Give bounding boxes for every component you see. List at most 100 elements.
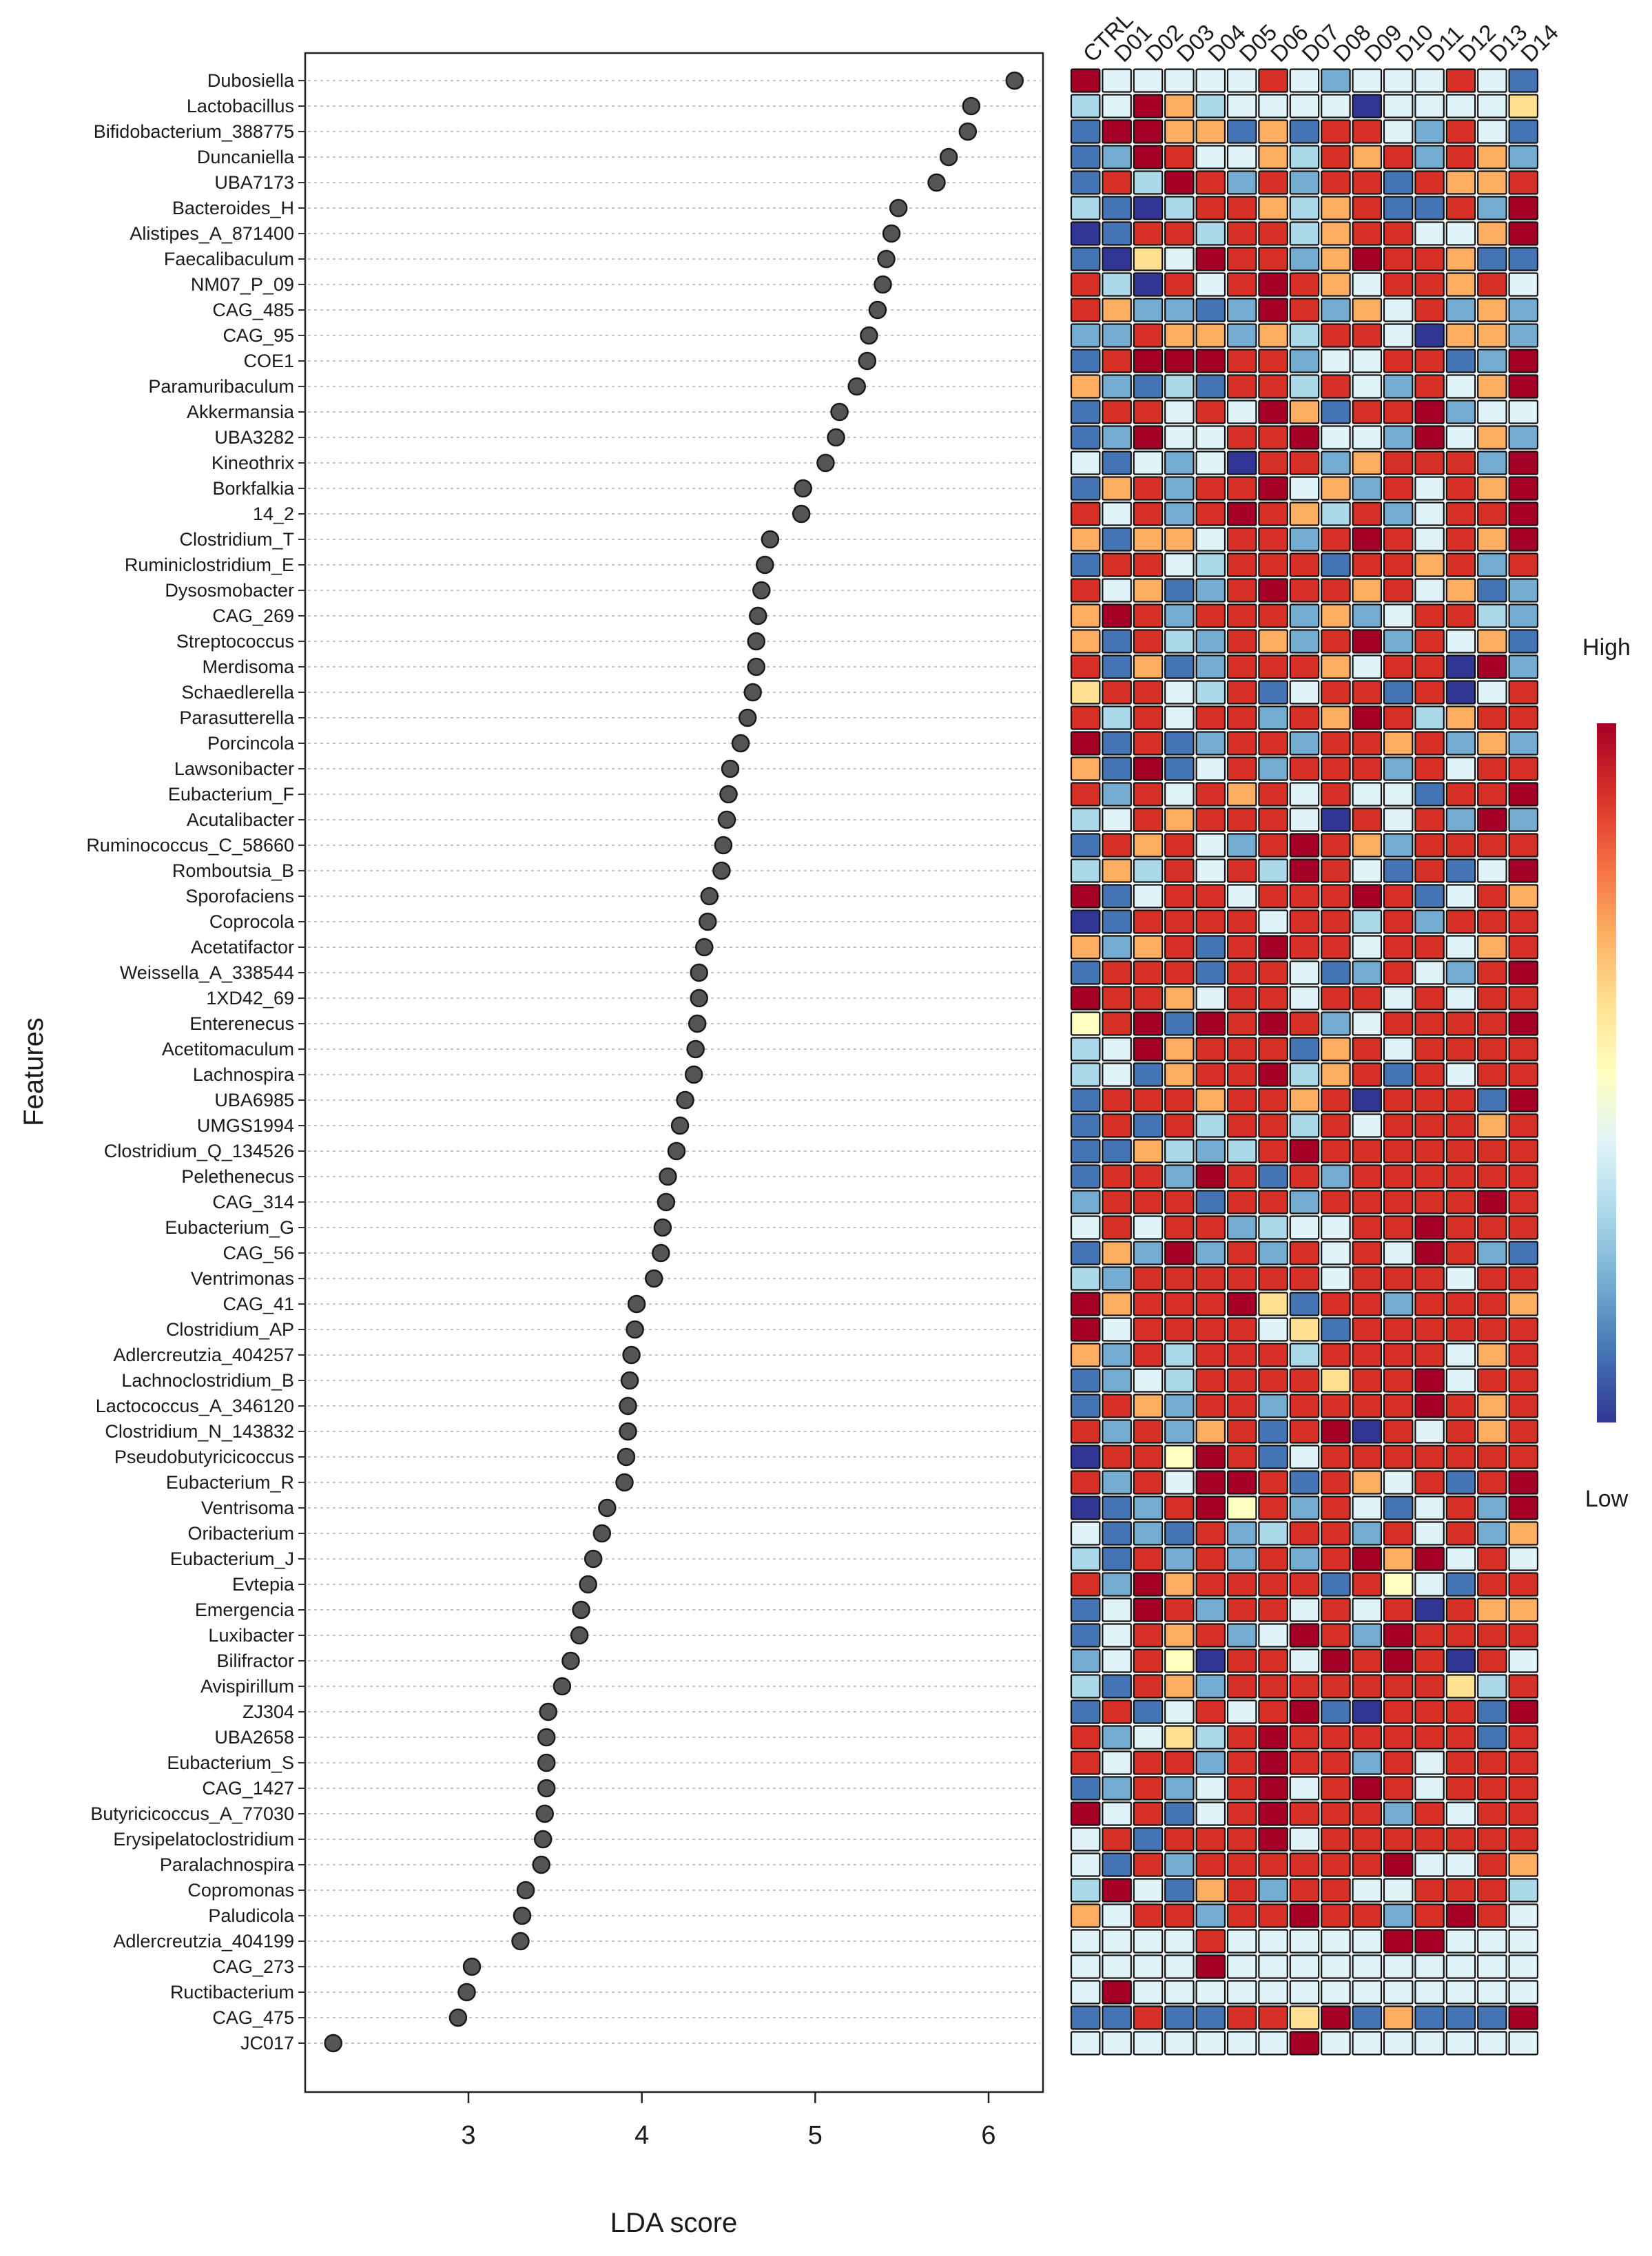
heatmap-cell xyxy=(1352,298,1383,322)
heatmap-cell xyxy=(1226,2031,1257,2056)
heatmap-cell xyxy=(1477,2005,1507,2030)
heatmap-cell xyxy=(1133,654,1164,679)
heatmap-cell xyxy=(1445,1419,1476,1444)
heatmap-cell xyxy=(1383,986,1414,1011)
heatmap-cell xyxy=(1352,272,1383,297)
heatmap-cell xyxy=(1164,1954,1195,1979)
heatmap-cell xyxy=(1258,680,1288,705)
feature-label: 1XD42_69 xyxy=(206,988,294,1008)
heatmap-cell xyxy=(1477,1572,1507,1597)
heatmap-cell xyxy=(1195,1113,1226,1138)
heatmap-cell xyxy=(1508,986,1539,1011)
heatmap-cell xyxy=(1226,1470,1257,1495)
heatmap-cell xyxy=(1321,1776,1351,1801)
heatmap-cell xyxy=(1414,705,1445,730)
heatmap-cell xyxy=(1258,1496,1288,1520)
heatmap-cell xyxy=(1352,1827,1383,1852)
heatmap-cell xyxy=(1133,1139,1164,1163)
feature-label: Faecalibaculum xyxy=(164,249,294,269)
heatmap-cell xyxy=(1070,1062,1101,1087)
heatmap-cell xyxy=(1445,1521,1476,1546)
heatmap-cell xyxy=(1508,1929,1539,1954)
heatmap-cell xyxy=(1226,425,1257,450)
heatmap-cell xyxy=(1508,1699,1539,1724)
heatmap-cell xyxy=(1321,1343,1351,1367)
heatmap-cell xyxy=(1414,451,1445,475)
heatmap-cell xyxy=(1508,1674,1539,1699)
heatmap-cell xyxy=(1414,1827,1445,1852)
heatmap-cell xyxy=(1352,1852,1383,1877)
heatmap-cell xyxy=(1133,578,1164,603)
heatmap-cell xyxy=(1133,1648,1164,1673)
lda-dot xyxy=(939,147,958,167)
heatmap-cell xyxy=(1414,501,1445,526)
heatmap-cell xyxy=(1414,221,1445,246)
heatmap-cell xyxy=(1352,1292,1383,1316)
lda-dot xyxy=(645,1269,663,1288)
heatmap-cell xyxy=(1477,501,1507,526)
heatmap-cell xyxy=(1102,731,1132,756)
lda-dot xyxy=(537,1728,556,1747)
heatmap-cell xyxy=(1195,1572,1226,1597)
heatmap-cell xyxy=(1414,1062,1445,1087)
heatmap-cell xyxy=(1321,1164,1351,1189)
heatmap-cell xyxy=(1383,782,1414,807)
heatmap-cell xyxy=(1383,1113,1414,1138)
heatmap-cell xyxy=(1477,756,1507,781)
lda-dot xyxy=(695,938,714,957)
heatmap-cell xyxy=(1352,1241,1383,1265)
heatmap-cell xyxy=(1508,1878,1539,1903)
heatmap-cell xyxy=(1321,476,1351,501)
lda-dot xyxy=(513,1906,532,1925)
heatmap-cell xyxy=(1226,960,1257,985)
heatmap-cell xyxy=(1445,1241,1476,1265)
heatmap-cell xyxy=(1383,1190,1414,1214)
feature-label: Bifidobacterium_388775 xyxy=(94,121,294,142)
heatmap-cell xyxy=(1070,1011,1101,1036)
heatmap-cell xyxy=(1414,1343,1445,1367)
heatmap-cell xyxy=(1508,451,1539,475)
heatmap-cell xyxy=(1226,705,1257,730)
heatmap-cell xyxy=(1070,960,1101,985)
x-tick-label: 5 xyxy=(808,2121,823,2150)
heatmap-cell xyxy=(1226,1597,1257,1622)
heatmap-cell xyxy=(1445,858,1476,883)
heatmap-cell xyxy=(1164,1623,1195,1648)
heatmap-cell xyxy=(1070,1521,1101,1546)
heatmap-cell xyxy=(1289,1266,1320,1291)
heatmap-cell xyxy=(1383,960,1414,985)
heatmap-cell xyxy=(1226,680,1257,705)
heatmap-cell xyxy=(1508,1496,1539,1520)
feature-label: Acutalibacter xyxy=(187,809,294,830)
heatmap-cell xyxy=(1508,2005,1539,2030)
heatmap-cell xyxy=(1445,1470,1476,1495)
heatmap-cell xyxy=(1102,1368,1132,1393)
heatmap-cell xyxy=(1195,221,1226,246)
heatmap-cell xyxy=(1164,1215,1195,1240)
heatmap-cell xyxy=(1102,1445,1132,1469)
heatmap-cell xyxy=(1164,247,1195,271)
heatmap-cell xyxy=(1352,1725,1383,1750)
heatmap-cell xyxy=(1477,858,1507,883)
heatmap-cell xyxy=(1070,1776,1101,1801)
heatmap-cell xyxy=(1102,298,1132,322)
heatmap-cell xyxy=(1102,1470,1132,1495)
lda-dot xyxy=(535,1804,554,1823)
feature-label: Dysosmobacter xyxy=(165,580,294,601)
color-legend-bar xyxy=(1597,723,1616,1422)
heatmap-cell xyxy=(1321,1368,1351,1393)
heatmap-cell xyxy=(1195,349,1226,373)
heatmap-cell xyxy=(1383,68,1414,93)
heatmap-cell xyxy=(1070,1368,1101,1393)
feature-label: ZJ304 xyxy=(242,1701,294,1722)
heatmap-cell xyxy=(1508,858,1539,883)
heatmap-cell xyxy=(1445,1725,1476,1750)
heatmap-cell xyxy=(1070,2031,1101,2056)
heatmap-cell xyxy=(1477,400,1507,424)
heatmap-cell xyxy=(1477,1852,1507,1877)
heatmap-cell xyxy=(1289,1597,1320,1622)
heatmap-cell xyxy=(1258,272,1288,297)
heatmap-cell xyxy=(1508,68,1539,93)
heatmap-cell xyxy=(1445,705,1476,730)
heatmap-cell xyxy=(1195,1190,1226,1214)
